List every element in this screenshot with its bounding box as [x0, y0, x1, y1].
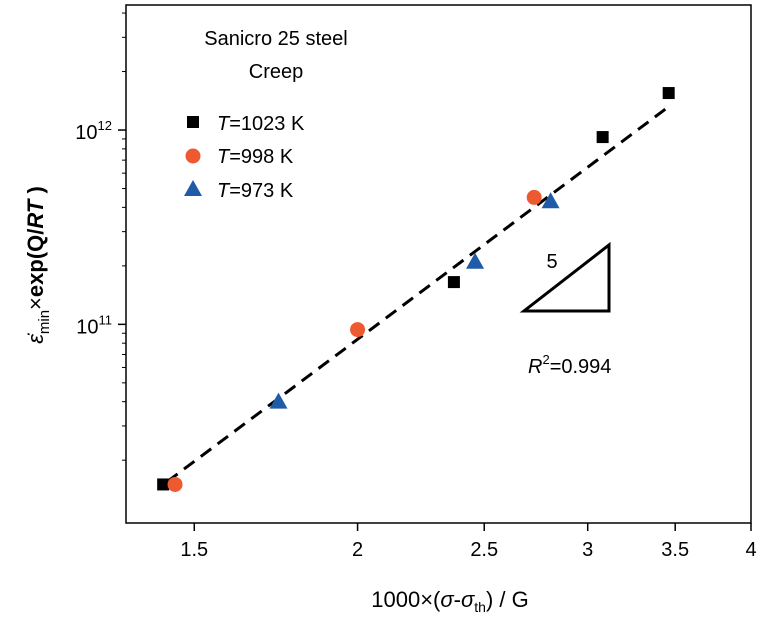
data-point-circle	[167, 476, 183, 492]
legend-marker-square	[187, 116, 199, 128]
data-point-triangle	[466, 252, 485, 269]
plot-frame	[125, 4, 752, 524]
data-point-triangle	[269, 392, 288, 409]
r-squared-label: R2=0.994	[528, 352, 611, 378]
svg-text:ε̇min×exp(Q/RT ): ε̇min×exp(Q/RT )	[23, 186, 53, 344]
slope-label: 5	[546, 251, 557, 273]
x-tick-label: 2.5	[470, 539, 498, 561]
x-tick-label: 1.5	[180, 539, 208, 561]
legend-marker-circle	[185, 148, 201, 164]
legend-entry-973: T=973 K	[217, 180, 294, 202]
y-axis-ticks: 1011 1012	[75, 12, 126, 461]
data-point-square	[157, 478, 170, 491]
x-tick-label: 3	[582, 539, 593, 561]
chart-title-line-2: Creep	[249, 61, 303, 83]
legend: T=1023 K T=998 K T=973 K	[184, 113, 305, 202]
x-tick-label: 3.5	[661, 539, 689, 561]
data-point-circle	[350, 322, 366, 338]
data-point-square	[596, 131, 609, 144]
y-tick-label: 1012	[75, 118, 112, 144]
data-markers	[157, 87, 675, 492]
y-axis-label: ε̇min×exp(Q/RT )	[23, 186, 53, 344]
slope-triangle	[519, 241, 611, 313]
legend-entry-1023: T=1023 K	[217, 113, 305, 135]
data-point-square	[447, 276, 460, 289]
chart-title-line-1: Sanicro 25 steel	[204, 28, 347, 50]
legend-marker-triangle	[184, 180, 202, 196]
y-tick-label: 1011	[76, 312, 112, 338]
x-axis-label: 1000×(σ-σth) / G	[371, 587, 528, 615]
x-tick-label: 4	[745, 539, 756, 561]
data-point-square	[662, 87, 675, 100]
x-tick-label: 2	[352, 539, 363, 561]
legend-entry-998: T=998 K	[217, 146, 294, 168]
data-point-triangle	[541, 192, 560, 209]
data-point-circle	[526, 189, 542, 205]
x-axis-ticks: 1.5 2 2.5 3 3.5 4	[180, 523, 757, 561]
